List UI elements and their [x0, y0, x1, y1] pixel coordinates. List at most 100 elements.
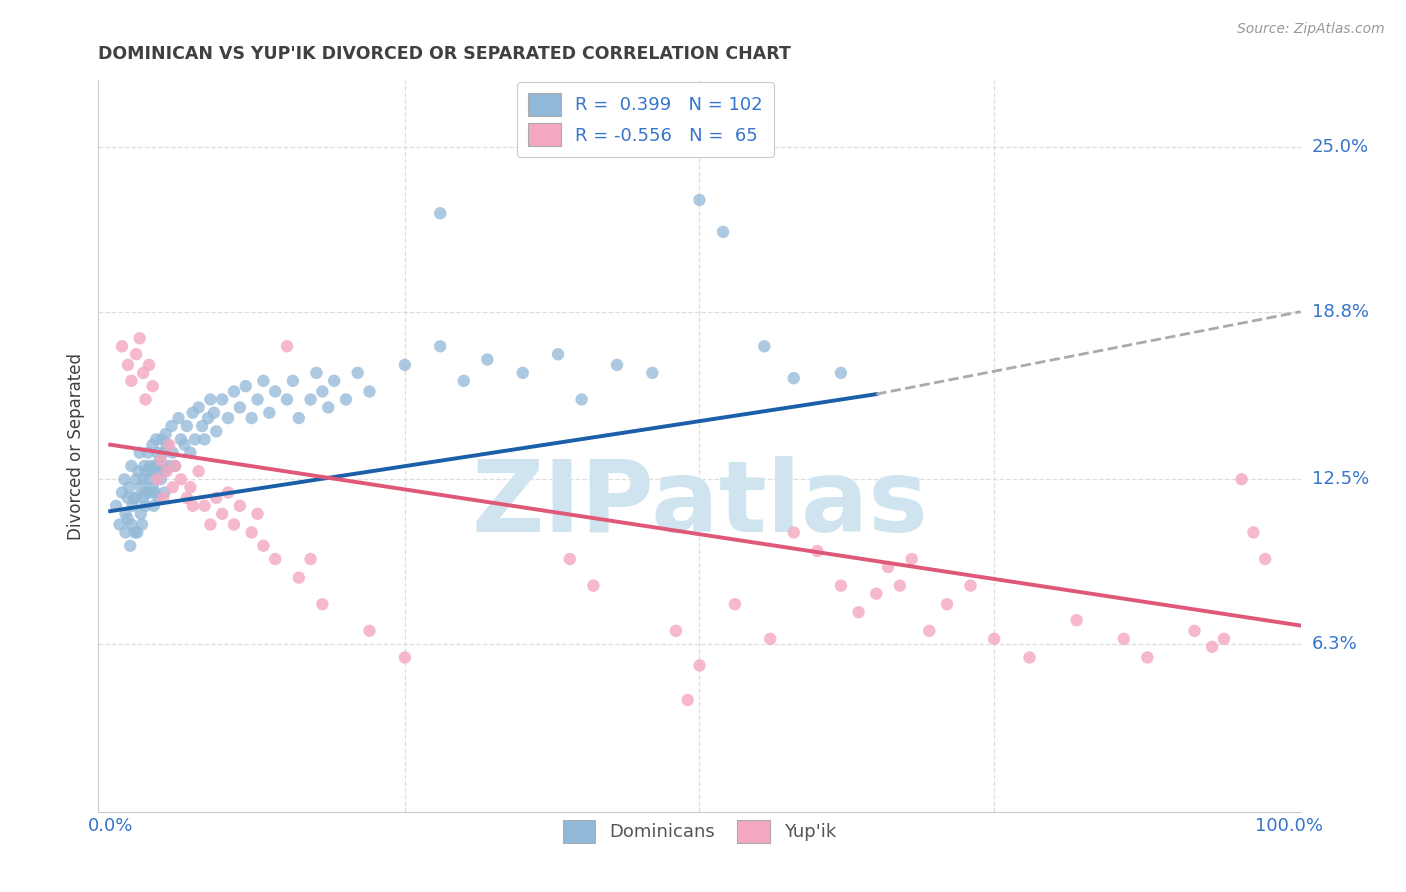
Point — [148, 464, 170, 478]
Point — [1018, 650, 1040, 665]
Point — [142, 499, 165, 513]
Point — [1066, 613, 1088, 627]
Point — [1213, 632, 1236, 646]
Point — [155, 427, 177, 442]
Point — [120, 517, 142, 532]
Y-axis label: Divorced or Separated: Divorced or Separated — [66, 352, 84, 540]
Point — [394, 650, 416, 665]
Point — [157, 458, 180, 473]
Point — [162, 445, 184, 459]
Point — [156, 438, 179, 452]
Point — [128, 331, 150, 345]
Point — [235, 379, 257, 393]
Point — [830, 579, 852, 593]
Point — [128, 445, 150, 459]
Point — [135, 464, 157, 478]
Point — [311, 597, 333, 611]
Point — [1201, 640, 1223, 654]
Point — [1230, 472, 1253, 486]
Legend: Dominicans, Yup'ik: Dominicans, Yup'ik — [555, 813, 844, 850]
Point — [134, 458, 156, 473]
Point — [179, 445, 201, 459]
Point — [299, 552, 322, 566]
Point — [191, 419, 214, 434]
Point — [120, 458, 142, 473]
Point — [222, 517, 245, 532]
Point — [149, 453, 172, 467]
Point — [148, 491, 170, 505]
Point — [145, 433, 167, 447]
Point — [571, 392, 593, 407]
Point — [146, 445, 169, 459]
Point — [181, 499, 204, 513]
Point — [120, 374, 142, 388]
Point — [125, 347, 148, 361]
Point — [724, 597, 747, 611]
Point — [900, 552, 922, 566]
Point — [689, 658, 711, 673]
Point — [135, 392, 157, 407]
Point — [689, 193, 711, 207]
Point — [335, 392, 357, 407]
Point — [211, 392, 233, 407]
Point — [142, 480, 165, 494]
Point — [127, 525, 149, 540]
Point — [160, 419, 183, 434]
Point — [246, 392, 269, 407]
Point — [246, 507, 269, 521]
Point — [754, 339, 776, 353]
Point — [276, 392, 298, 407]
Point — [143, 458, 166, 473]
Point — [170, 433, 193, 447]
Point — [150, 458, 173, 473]
Point — [117, 512, 139, 526]
Text: DOMINICAN VS YUP'IK DIVORCED OR SEPARATED CORRELATION CHART: DOMINICAN VS YUP'IK DIVORCED OR SEPARATE… — [98, 45, 792, 63]
Point — [173, 438, 195, 452]
Point — [783, 525, 806, 540]
Point — [132, 366, 155, 380]
Point — [121, 499, 143, 513]
Point — [129, 507, 152, 521]
Point — [1241, 525, 1264, 540]
Point — [179, 480, 201, 494]
Point — [299, 392, 322, 407]
Point — [120, 539, 142, 553]
Point — [114, 507, 136, 521]
Point — [187, 401, 209, 415]
Point — [131, 517, 153, 532]
Point — [141, 464, 163, 478]
Point — [117, 358, 139, 372]
Point — [153, 485, 176, 500]
Point — [152, 491, 174, 505]
Point — [211, 507, 233, 521]
Text: 25.0%: 25.0% — [1312, 137, 1369, 156]
Point — [1254, 552, 1277, 566]
Point — [138, 472, 160, 486]
Point — [163, 458, 186, 473]
Point — [142, 379, 165, 393]
Point — [346, 366, 368, 380]
Point — [641, 366, 664, 380]
Point — [153, 464, 176, 478]
Point — [877, 560, 900, 574]
Point — [105, 499, 128, 513]
Point — [143, 485, 166, 500]
Point — [305, 366, 328, 380]
Point — [157, 438, 180, 452]
Point — [959, 579, 981, 593]
Point — [281, 374, 304, 388]
Point — [287, 571, 309, 585]
Point — [453, 374, 475, 388]
Point — [167, 411, 190, 425]
Point — [264, 552, 287, 566]
Point — [135, 499, 157, 513]
Point — [547, 347, 569, 361]
Point — [162, 480, 184, 494]
Text: 6.3%: 6.3% — [1312, 635, 1357, 653]
Point — [783, 371, 806, 385]
Point — [202, 406, 225, 420]
Point — [759, 632, 782, 646]
Point — [359, 384, 381, 399]
Point — [259, 406, 281, 420]
Point — [118, 480, 141, 494]
